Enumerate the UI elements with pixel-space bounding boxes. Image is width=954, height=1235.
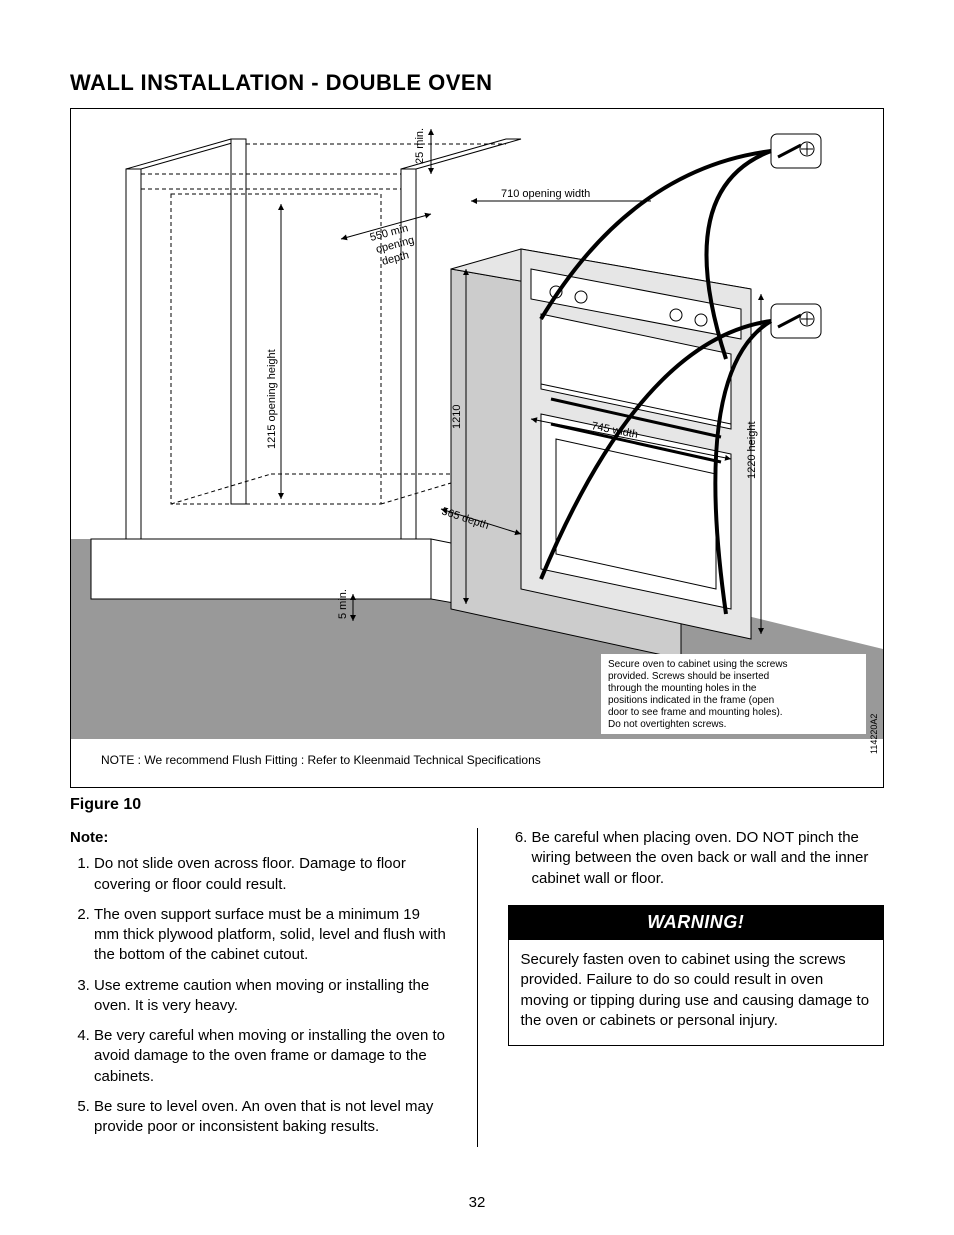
notes-heading: Note:: [70, 828, 447, 848]
warning-body: Securely fasten oven to cabinet using th…: [509, 940, 884, 1045]
secure-text-line: door to see frame and mounting holes).: [608, 707, 783, 718]
column-divider: [477, 828, 478, 1147]
screw-icon: [771, 134, 821, 168]
label-oven-height-right: 1220 height: [746, 422, 758, 480]
warning-heading: WARNING!: [509, 906, 884, 940]
label-bottom-clearance: 5 min.: [337, 589, 349, 619]
note-item: The oven support surface must be a minim…: [94, 905, 447, 966]
secure-text-line: Do not overtighten screws.: [608, 719, 726, 730]
installation-diagram-svg: 25 min. 710 opening width 550 min openin…: [71, 109, 883, 788]
note-item: Be sure to level oven. An oven that is n…: [94, 1097, 447, 1138]
figure-bottom-note: NOTE : We recommend Flush Fitting : Refe…: [101, 753, 541, 767]
page-number: 32: [0, 1194, 954, 1211]
screw-icon: [771, 304, 821, 338]
label-opening-width: 710 opening width: [501, 188, 590, 200]
label-opening-height: 1215 opening height: [266, 349, 278, 449]
label-top-clearance: 25 min.: [414, 128, 426, 164]
figure-caption: Figure 10: [70, 796, 884, 814]
drawing-number: 114220A2: [869, 714, 879, 754]
note-item: Do not slide oven across floor. Damage t…: [94, 854, 447, 895]
secure-text-line: Secure oven to cabinet using the screws: [608, 659, 788, 670]
warning-box: WARNING! Securely fasten oven to cabinet…: [508, 905, 885, 1046]
secure-text-line: positions indicated in the frame (open: [608, 695, 774, 706]
secure-text-line: provided. Screws should be inserted: [608, 671, 769, 682]
installation-figure: 25 min. 710 opening width 550 min openin…: [70, 108, 884, 788]
note-item: Be very careful when moving or installin…: [94, 1026, 447, 1087]
page-title: WALL INSTALLATION - DOUBLE OVEN: [70, 70, 884, 96]
label-oven-outer-height: 1210: [451, 405, 463, 429]
secure-text-line: through the mounting holes in the: [608, 683, 757, 694]
note-item: Be careful when placing oven. DO NOT pin…: [532, 828, 885, 889]
note-item: Use extreme caution when moving or insta…: [94, 976, 447, 1017]
